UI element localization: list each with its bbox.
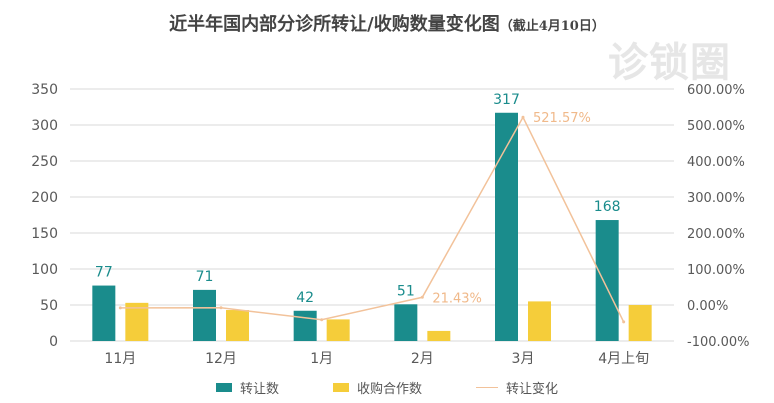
x-tick-label: 4月上旬	[598, 351, 649, 367]
legend-label-change: 转让变化	[506, 382, 559, 397]
legend-label-acquire: 收购合作数	[356, 382, 422, 397]
bar-acquire	[628, 305, 652, 341]
bar-data-label: 51	[397, 283, 415, 299]
line-point	[521, 115, 525, 119]
x-tick-label: 12月	[205, 351, 237, 367]
legend-swatch-acquire	[332, 383, 349, 392]
y2-tick-label: -100.00%	[687, 335, 750, 350]
line-point	[420, 295, 424, 299]
y-tick-label: 300	[31, 118, 58, 134]
y2-tick-label: 600.00%	[687, 83, 745, 98]
line-transfer-change	[120, 115, 625, 323]
bar-transfer	[92, 285, 116, 341]
y2-tick-label: 200.00%	[687, 227, 745, 242]
watermark-logo: 诊锁圈	[608, 40, 731, 86]
y-tick-label: 100	[31, 262, 58, 278]
y-tick-label: 50	[40, 298, 58, 314]
line-data-label: 521.57%	[533, 111, 591, 126]
bar-transfer	[193, 289, 216, 341]
y-tick-label: 150	[31, 226, 58, 242]
bar-transfer	[394, 304, 418, 341]
bar-acquire	[326, 319, 350, 341]
line-point	[118, 306, 122, 310]
line-point	[320, 318, 324, 322]
x-tick-label: 1月	[310, 351, 333, 367]
bar-acquire	[528, 301, 551, 341]
y-tick-label: 200	[31, 190, 58, 206]
bar-acquire	[226, 310, 249, 341]
bar-acquire	[427, 330, 451, 341]
bar-data-label: 71	[196, 269, 214, 285]
y2-tick-label: 0.00%	[687, 299, 728, 314]
legend-swatch-change	[476, 387, 498, 388]
y2-tick-label: 500.00%	[687, 119, 745, 134]
bar-data-label: 77	[95, 265, 113, 281]
legend-label-transfer: 转让数	[239, 382, 279, 397]
legend-swatch-transfer	[215, 383, 232, 392]
bar-acquire	[125, 302, 149, 341]
y2-tick-label: 400.00%	[687, 155, 745, 170]
line-point	[219, 306, 223, 310]
legend-item-change: 转让变化	[476, 378, 558, 397]
line-point	[622, 320, 626, 324]
legend: 转让数 收购合作数 转让变化	[0, 378, 774, 397]
bar-data-label: 317	[493, 92, 520, 108]
chart-subtitle: （截止4月10日）	[499, 19, 605, 34]
x-tick-label: 2月	[411, 351, 434, 367]
x-tick-label: 11月	[104, 351, 136, 367]
bar-data-label: 168	[594, 199, 621, 215]
y-tick-label: 0	[49, 334, 58, 350]
chart-title: 近半年国内部分诊所转让/收购数量变化图（截止4月10日）	[0, 10, 774, 36]
y-tick-label: 350	[31, 82, 58, 98]
line-data-label: 21.43%	[432, 291, 482, 306]
bar-transfer	[595, 220, 619, 341]
legend-item-transfer: 转让数	[215, 378, 279, 397]
x-tick-label: 3月	[512, 351, 535, 367]
legend-item-acquire: 收购合作数	[332, 378, 422, 397]
bar-transfer	[495, 112, 518, 341]
y2-tick-label: 300.00%	[687, 191, 745, 206]
bar-transfer	[293, 310, 317, 341]
y-tick-label: 250	[31, 154, 58, 170]
chart-title-text: 近半年国内部分诊所转让/收购数量变化图	[169, 14, 500, 35]
bar-data-label: 42	[296, 290, 314, 306]
y2-tick-label: 100.00%	[687, 263, 745, 278]
